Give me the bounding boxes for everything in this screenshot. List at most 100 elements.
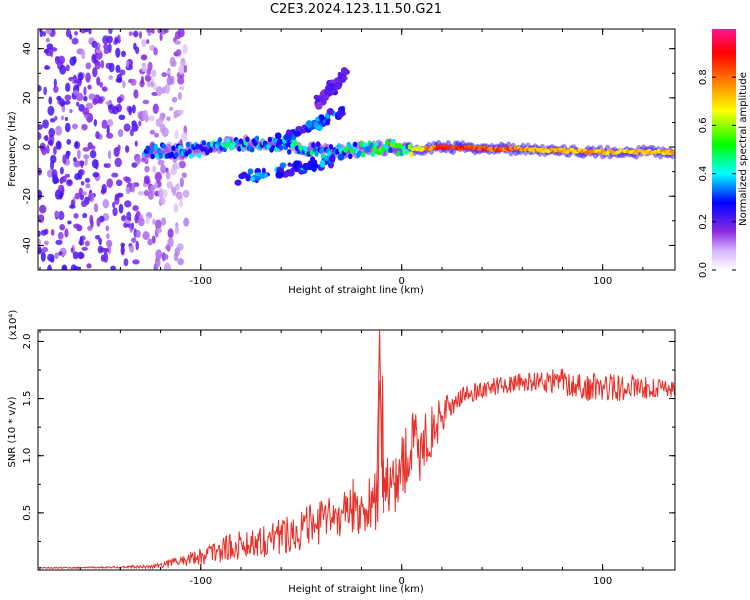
heatmap-noise-blob — [179, 177, 184, 188]
heatmap-noise-blob — [151, 69, 157, 78]
heatmap-noise-blob — [126, 59, 130, 68]
heatmap-ridge-cell — [238, 138, 244, 144]
heatmap-noise-blob — [166, 75, 173, 86]
heatmap-ridge-cell — [204, 149, 210, 156]
heatmap-noise-blob — [74, 172, 81, 181]
heatmap-noise-blob — [59, 65, 67, 75]
heatmap-noise-blob — [140, 75, 145, 85]
heatmap-noise-blob — [179, 199, 183, 208]
heatmap-branch-cell — [261, 167, 266, 175]
heatmap-branch-cell — [275, 171, 282, 179]
heatmap-noise-blob — [142, 109, 149, 120]
heatmap-ridge-cell — [327, 151, 332, 157]
heatmap-ridge-cell — [206, 141, 212, 148]
heatmap-noise-blob — [55, 239, 63, 245]
heatmap-noise-blob — [154, 171, 163, 182]
heatmap-noise-blob — [174, 162, 180, 170]
heatmap-noise-blob — [131, 237, 137, 243]
heatmap-noise-blob — [86, 263, 92, 269]
heatmap-noise-blob — [133, 42, 137, 51]
spectrogram-ytick-label: -20 — [22, 188, 33, 204]
heatmap-noise-blob — [135, 156, 141, 165]
heatmap-branch-cell — [293, 162, 298, 171]
heatmap-branch-cell — [305, 120, 313, 128]
heatmap-noise-blob — [173, 40, 181, 45]
spectrogram-ytick-label: -40 — [22, 237, 33, 253]
heatmap-noise-blob — [124, 176, 132, 184]
heatmap-noise-blob — [163, 262, 172, 270]
spectrogram-frame — [37, 28, 676, 271]
heatmap-noise-blob — [155, 249, 163, 260]
heatmap-noise-blob — [72, 251, 79, 260]
heatmap-noise-blob — [60, 115, 65, 121]
heatmap-ridge-cell — [319, 148, 324, 154]
heatmap-noise-blob — [59, 223, 66, 231]
heatmap-noise-blob — [60, 190, 64, 199]
heatmap-noise-blob — [78, 252, 85, 259]
heatmap-noise-blob — [107, 119, 114, 127]
heatmap-branch-cell — [293, 131, 302, 137]
heatmap-ridge-cell — [150, 153, 155, 160]
heatmap-noise-blob — [111, 105, 119, 115]
heatmap-noise-blob — [144, 165, 150, 173]
heatmap-noise-blob — [126, 211, 132, 221]
heatmap-noise-blob — [48, 127, 56, 138]
heatmap-noise-blob — [38, 214, 45, 223]
heatmap-noise-blob — [123, 258, 129, 267]
heatmap-branch-cell — [311, 163, 319, 169]
heatmap-noise-blob — [65, 82, 71, 93]
heatmap-noise-blob — [134, 140, 138, 147]
heatmap-noise-blob — [162, 253, 169, 261]
heatmap-noise-blob — [48, 96, 53, 105]
heatmap-noise-blob — [106, 178, 114, 188]
heatmap-noise-blob — [171, 96, 178, 103]
heatmap-noise-blob — [178, 64, 186, 75]
heatmap-noise-blob — [38, 190, 42, 200]
heatmap-noise-blob — [82, 107, 90, 116]
heatmap-noise-blob — [75, 92, 84, 102]
heatmap-noise-blob — [83, 96, 88, 102]
heatmap-noise-blob — [54, 115, 58, 121]
heatmap-noise-blob — [115, 64, 121, 73]
heatmap-noise-blob — [103, 252, 109, 263]
heatmap-noise-blob — [89, 149, 97, 159]
heatmap-noise-blob — [163, 29, 169, 34]
heatmap-branch-cell — [316, 124, 323, 131]
snr-xtick-label: 100 — [593, 576, 612, 587]
heatmap-noise-blob — [65, 150, 70, 161]
heatmap-branch-cell — [299, 128, 307, 134]
heatmap-ridge-cell — [672, 150, 675, 155]
heatmap-noise-blob — [114, 157, 122, 168]
heatmap-noise-blob — [54, 252, 59, 260]
heatmap-noise-blob — [53, 78, 57, 88]
heatmap-noise-blob — [181, 172, 187, 178]
heatmap-branch-cell — [284, 133, 292, 141]
heatmap-branch-cell — [329, 79, 336, 84]
heatmap-marks — [38, 29, 675, 270]
heatmap-branch-cell — [286, 169, 295, 177]
heatmap-noise-blob — [38, 84, 42, 92]
heatmap-noise-blob — [118, 114, 126, 121]
heatmap-noise-blob — [42, 119, 49, 129]
heatmap-noise-blob — [89, 214, 94, 224]
heatmap-noise-blob — [155, 227, 163, 233]
heatmap-noise-blob — [170, 168, 177, 176]
heatmap-ridge-cell — [409, 151, 414, 158]
heatmap-noise-blob — [64, 122, 71, 133]
heatmap-ridge-cell — [185, 141, 191, 148]
spectrogram-xlabel: Height of straight line (km) — [288, 285, 424, 296]
heatmap-noise-blob — [73, 160, 81, 168]
heatmap-branch-cell — [287, 162, 292, 167]
heatmap-noise-blob — [95, 48, 102, 54]
spectrogram-ytick-label: 20 — [22, 91, 33, 104]
heatmap-noise-blob — [141, 39, 147, 47]
heatmap-noise-blob — [82, 213, 88, 219]
heatmap-ridge-cell — [254, 135, 260, 142]
heatmap-noise-blob — [41, 146, 47, 156]
heatmap-ridge-cell — [266, 144, 271, 150]
heatmap-noise-blob — [140, 54, 148, 61]
heatmap-noise-blob — [72, 157, 77, 162]
heatmap-ridge-cell — [373, 141, 379, 148]
heatmap-branch-cell — [342, 69, 349, 76]
heatmap-noise-blob — [59, 166, 64, 175]
